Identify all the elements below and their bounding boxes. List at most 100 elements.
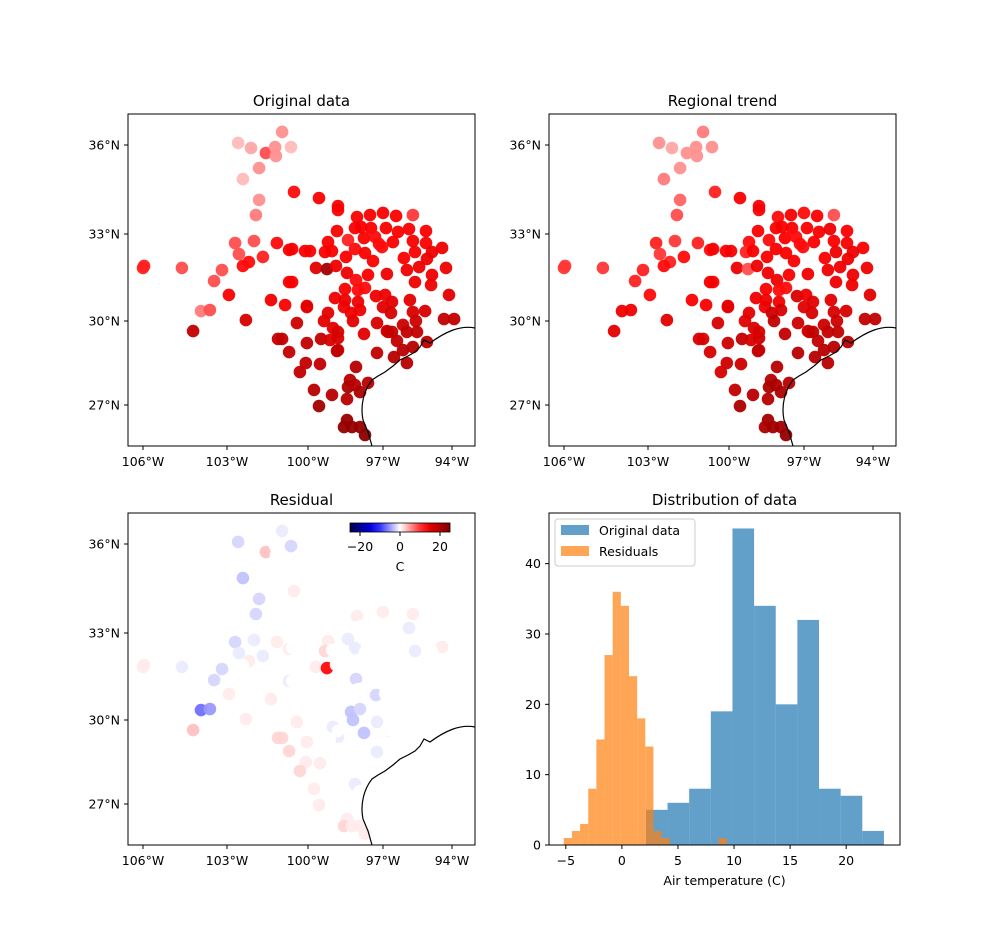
x-tick-label: 94°W bbox=[435, 853, 470, 868]
station-point bbox=[808, 350, 822, 364]
station-point bbox=[312, 798, 326, 812]
histogram-bar bbox=[718, 837, 727, 845]
x-tick-label: 100°W bbox=[708, 454, 750, 469]
station-point bbox=[389, 209, 403, 223]
station-point bbox=[186, 723, 200, 737]
station-point bbox=[673, 161, 687, 175]
histogram-bar bbox=[710, 711, 733, 845]
station-point bbox=[275, 125, 289, 139]
station-point bbox=[323, 333, 337, 347]
station-point bbox=[734, 357, 748, 371]
station-point bbox=[350, 210, 364, 224]
legend-swatch bbox=[561, 546, 589, 556]
station-point bbox=[299, 755, 313, 769]
station-point bbox=[660, 313, 674, 327]
map-panel-2: Regional trend 106°W 103°W 100°W 97°W 94°W 36°… bbox=[509, 92, 897, 469]
y-tick-label: 36°N bbox=[509, 138, 541, 153]
station-point bbox=[285, 641, 299, 655]
station-point bbox=[677, 250, 691, 264]
station-point bbox=[691, 236, 705, 250]
station-point bbox=[358, 246, 372, 260]
station-point bbox=[750, 259, 764, 273]
station-point bbox=[761, 392, 775, 406]
station-points bbox=[136, 524, 475, 845]
x-tick-label: 103°W bbox=[627, 454, 669, 469]
station-point bbox=[228, 635, 242, 649]
station-point bbox=[340, 791, 354, 805]
station-point bbox=[259, 545, 273, 559]
station-point bbox=[384, 306, 398, 320]
y-tick-label: 40 bbox=[525, 556, 541, 571]
station-point bbox=[331, 203, 345, 217]
station-point bbox=[239, 313, 253, 327]
station-point bbox=[680, 146, 694, 160]
station-point bbox=[307, 383, 321, 397]
station-point bbox=[775, 220, 789, 234]
x-tick-label: 97°W bbox=[366, 853, 401, 868]
station-points bbox=[136, 125, 475, 446]
legend-label: Original data bbox=[599, 523, 680, 538]
y-tick-label: 36°N bbox=[88, 537, 120, 552]
station-point bbox=[652, 136, 666, 150]
x-tick-label: 106°W bbox=[122, 454, 164, 469]
station-point bbox=[252, 560, 266, 574]
station-point bbox=[391, 225, 405, 239]
histogram-bar bbox=[862, 830, 884, 845]
x-tick-label: 10 bbox=[726, 853, 742, 868]
station-point bbox=[657, 172, 671, 186]
station-point bbox=[321, 705, 335, 719]
station-point bbox=[207, 274, 221, 288]
x-tick-label: 94°W bbox=[856, 454, 891, 469]
station-point bbox=[312, 191, 326, 205]
station-point bbox=[840, 236, 854, 250]
station-point bbox=[439, 660, 453, 674]
station-points bbox=[557, 125, 896, 446]
station-point bbox=[400, 662, 414, 676]
station-point bbox=[805, 306, 819, 320]
station-point bbox=[353, 303, 367, 317]
station-point bbox=[349, 759, 363, 773]
station-point bbox=[348, 641, 362, 655]
station-point bbox=[349, 672, 363, 686]
station-point bbox=[330, 224, 344, 238]
histogram-bar bbox=[604, 655, 613, 845]
station-point bbox=[412, 260, 426, 274]
station-point bbox=[354, 220, 368, 234]
y-tick-label: 30 bbox=[525, 626, 541, 641]
station-point bbox=[558, 259, 572, 273]
station-point bbox=[300, 735, 314, 749]
station-point bbox=[665, 141, 679, 155]
station-point bbox=[236, 571, 250, 585]
station-point bbox=[256, 649, 270, 663]
station-point bbox=[442, 288, 456, 302]
station-point bbox=[353, 702, 367, 716]
station-point bbox=[730, 261, 744, 275]
station-point bbox=[287, 185, 301, 199]
histogram-bar bbox=[653, 830, 662, 845]
station-point bbox=[410, 325, 424, 339]
station-point bbox=[724, 244, 738, 258]
station-point bbox=[379, 620, 393, 634]
station-point bbox=[863, 288, 877, 302]
colorbar-label: C bbox=[396, 559, 405, 574]
station-point bbox=[282, 345, 296, 359]
station-point bbox=[400, 724, 414, 738]
station-point bbox=[858, 312, 872, 326]
station-point bbox=[330, 623, 344, 637]
station-point bbox=[300, 300, 314, 314]
x-tick-label: 0 bbox=[618, 853, 626, 868]
station-point bbox=[331, 325, 345, 339]
station-point bbox=[406, 739, 420, 753]
station-point bbox=[769, 242, 783, 256]
station-point bbox=[370, 745, 384, 759]
station-point bbox=[419, 224, 433, 238]
station-point bbox=[350, 609, 364, 623]
station-point bbox=[833, 260, 847, 274]
station-point bbox=[742, 306, 756, 320]
station-point bbox=[256, 250, 270, 264]
station-point bbox=[357, 231, 371, 245]
station-point bbox=[244, 141, 258, 155]
station-point bbox=[406, 607, 420, 621]
station-point bbox=[403, 692, 417, 706]
